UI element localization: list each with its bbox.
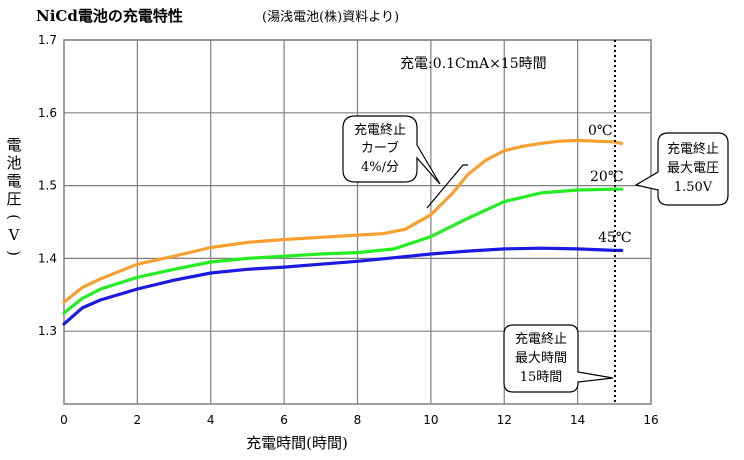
slope-marker — [426, 164, 468, 209]
y-tick-label: 1.6 — [38, 106, 57, 120]
y-tick-label: 1.5 — [38, 179, 57, 193]
series-line-1 — [62, 187, 624, 315]
y-tick-label: 1.7 — [38, 33, 57, 47]
y-tick-labels: 1.3 1.4 1.5 1.6 1.7 — [38, 33, 57, 338]
y-axis-label-char: 池 — [6, 154, 21, 172]
x-tick-label: 8 — [354, 413, 362, 427]
x-tick-label: 0 — [60, 413, 68, 427]
chart-subtitle: (湯浅電池(株)資料より) — [262, 10, 399, 25]
x-tick-labels: 0 2 4 6 8 10 12 14 16 — [60, 413, 658, 427]
series-line-2 — [62, 246, 624, 326]
condition-label: 充電:0.1CmA×15時間 — [400, 56, 547, 72]
max-voltage-line3: 1.50V — [674, 180, 713, 195]
y-axis-label-char: 電 — [6, 172, 21, 190]
max-time-line3: 15時間 — [520, 370, 563, 385]
y-axis-label-char: ) — [5, 250, 23, 256]
x-tick-label: 10 — [423, 413, 438, 427]
slope-callout-line3: 4%/分 — [361, 160, 399, 175]
chart-title: NiCd電池の充電特性 — [36, 7, 183, 25]
grid — [63, 39, 652, 405]
x-axis-label: 充電時間(時間) — [246, 434, 348, 452]
max-voltage-line1: 充電終止 — [667, 141, 719, 157]
y-axis-label-char: V — [8, 226, 21, 244]
max-time-line2: 最大時間 — [515, 351, 567, 366]
series-lines — [62, 138, 624, 326]
y-tick-label: 1.4 — [38, 251, 57, 265]
slope-callout: 充電終止 カーブ 4%/分 — [342, 115, 441, 185]
max-time-callout: 充電終止 最大時間 15時間 — [503, 324, 614, 393]
series-label-45c: 45℃ — [598, 230, 631, 246]
max-voltage-line2: 最大電圧 — [667, 161, 719, 176]
x-tick-label: 2 — [134, 413, 142, 427]
x-tick-label: 14 — [570, 413, 585, 427]
series-label-20c: 20℃ — [590, 169, 623, 185]
y-axis-label-char: 圧 — [6, 190, 21, 208]
y-axis-label-char: 電 — [6, 136, 21, 154]
x-tick-label: 6 — [280, 413, 288, 427]
max-time-line1: 充電終止 — [515, 331, 567, 347]
y-axis-label-char: ( — [5, 214, 23, 220]
max-voltage-callout: 充電終止 最大電圧 1.50V — [634, 132, 729, 206]
x-tick-label: 16 — [643, 413, 658, 427]
series-label-0c: 0℃ — [588, 123, 613, 139]
y-tick-label: 1.3 — [38, 324, 57, 338]
slope-callout-line2: カーブ — [361, 140, 399, 156]
slope-callout-line1: 充電終止 — [354, 122, 406, 138]
x-tick-label: 12 — [497, 413, 512, 427]
x-tick-label: 4 — [207, 413, 215, 427]
series-line-0 — [62, 138, 624, 304]
